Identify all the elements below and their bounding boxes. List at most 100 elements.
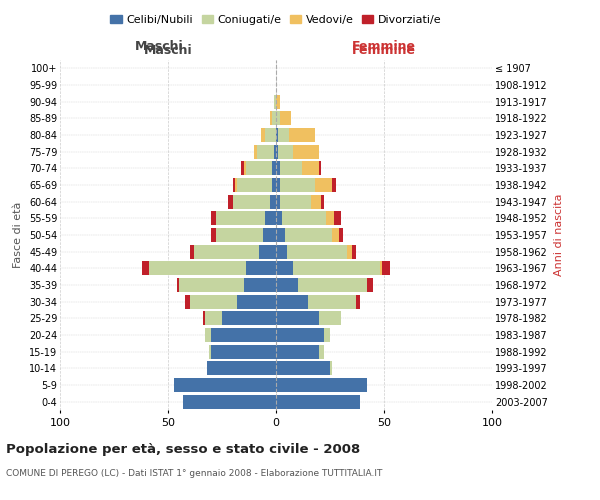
Bar	[237, 178, 272, 192]
Bar	[269, 112, 272, 126]
Bar	[244, 162, 246, 175]
Bar	[263, 228, 276, 242]
Bar	[215, 228, 263, 242]
Bar	[276, 294, 308, 308]
Bar	[276, 228, 284, 242]
Text: Popolazione per età, sesso e stato civile - 2008: Popolazione per età, sesso e stato civil…	[6, 442, 360, 456]
Bar	[280, 112, 291, 126]
Bar	[261, 128, 265, 142]
Bar	[289, 128, 315, 142]
Bar	[205, 328, 211, 342]
Text: COMUNE DI PEREGO (LC) - Dati ISTAT 1° gennaio 2008 - Elaborazione TUTTITALIA.IT: COMUNE DI PEREGO (LC) - Dati ISTAT 1° ge…	[6, 469, 382, 478]
Bar	[259, 244, 276, 259]
Bar	[380, 261, 382, 276]
Bar	[215, 211, 265, 226]
Bar	[382, 261, 391, 276]
Bar	[276, 162, 280, 175]
Bar	[244, 278, 276, 292]
Bar	[176, 278, 179, 292]
Text: Femmine: Femmine	[352, 40, 416, 52]
Bar	[276, 144, 278, 159]
Bar	[229, 194, 233, 209]
Y-axis label: Anni di nascita: Anni di nascita	[554, 194, 564, 276]
Legend: Celibi/Nubili, Coniugati/e, Vedovi/e, Divorziati/e: Celibi/Nubili, Coniugati/e, Vedovi/e, Di…	[106, 10, 446, 29]
Bar	[233, 194, 269, 209]
Bar	[322, 194, 323, 209]
Bar	[276, 94, 280, 109]
Bar	[280, 178, 315, 192]
Bar	[175, 378, 276, 392]
Bar	[352, 244, 356, 259]
Bar	[276, 261, 293, 276]
Bar	[280, 162, 302, 175]
Bar	[323, 328, 330, 342]
Bar	[179, 278, 244, 292]
Bar	[319, 344, 323, 359]
Bar	[211, 328, 276, 342]
Bar	[276, 211, 283, 226]
Bar	[246, 261, 276, 276]
Y-axis label: Fasce di età: Fasce di età	[13, 202, 23, 268]
Bar	[211, 344, 276, 359]
Bar	[233, 178, 235, 192]
Bar	[209, 344, 211, 359]
Bar	[211, 228, 215, 242]
Bar	[293, 144, 319, 159]
Bar	[194, 244, 259, 259]
Bar	[211, 211, 215, 226]
Bar	[283, 211, 326, 226]
Bar	[276, 278, 298, 292]
Bar	[278, 144, 293, 159]
Bar	[276, 194, 280, 209]
Bar	[284, 228, 332, 242]
Bar	[272, 178, 276, 192]
Bar	[254, 144, 257, 159]
Bar	[276, 244, 287, 259]
Bar	[276, 178, 280, 192]
Bar	[222, 311, 276, 326]
Bar	[302, 162, 319, 175]
Bar	[190, 294, 237, 308]
Bar	[269, 194, 276, 209]
Bar	[241, 162, 244, 175]
Bar	[278, 128, 289, 142]
Text: Maschi: Maschi	[134, 40, 184, 52]
Bar	[203, 311, 205, 326]
Bar	[347, 244, 352, 259]
Bar	[276, 378, 367, 392]
Bar	[276, 311, 319, 326]
Bar	[272, 162, 276, 175]
Bar	[205, 311, 222, 326]
Bar	[338, 228, 343, 242]
Bar	[276, 328, 323, 342]
Bar	[149, 261, 246, 276]
Bar	[308, 294, 356, 308]
Bar	[332, 178, 337, 192]
Bar	[332, 228, 338, 242]
Bar	[334, 211, 341, 226]
Bar	[235, 178, 237, 192]
Bar	[265, 128, 276, 142]
Bar	[142, 261, 149, 276]
Bar	[276, 344, 319, 359]
Text: Maschi: Maschi	[143, 44, 193, 57]
Bar	[257, 144, 274, 159]
Text: Femmine: Femmine	[352, 44, 416, 57]
Bar	[276, 128, 278, 142]
Bar	[265, 211, 276, 226]
Bar	[207, 361, 276, 376]
Bar	[183, 394, 276, 409]
Bar	[274, 94, 276, 109]
Bar	[274, 144, 276, 159]
Bar	[280, 194, 311, 209]
Bar	[298, 278, 367, 292]
Bar	[330, 361, 332, 376]
Bar	[287, 244, 347, 259]
Bar	[190, 244, 194, 259]
Bar	[276, 112, 280, 126]
Bar	[367, 278, 373, 292]
Bar	[237, 294, 276, 308]
Bar	[276, 361, 330, 376]
Bar	[272, 112, 276, 126]
Bar	[326, 211, 334, 226]
